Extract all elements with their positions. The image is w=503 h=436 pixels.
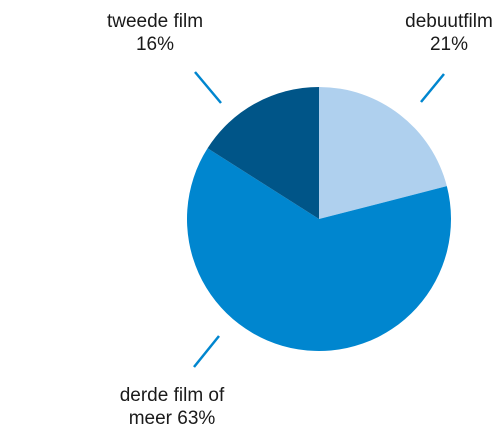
slice-label-0-line-0: debuutfilm [405,11,493,32]
leader-line-0 [420,73,445,103]
slice-label-2-line-0: tweede film [107,11,203,32]
pie-slice-0 [319,87,447,219]
leader-lines [193,71,445,368]
slice-label-1-line-0: derde film of [120,385,225,406]
leader-line-2 [194,71,222,104]
slice-label-0-line-1: 21% [430,34,468,55]
slice-label-0: debuutfilm 21% [405,11,493,55]
slice-label-2-line-1: 16% [136,34,174,55]
slice-label-2: tweede film 16% [107,11,203,55]
slice-label-1-line-1: meer 63% [129,408,216,429]
leader-line-1 [193,335,220,368]
pie-slice-1 [186,148,451,352]
slice-label-1: derde film of meer 63% [120,385,225,429]
pie-slice-2 [207,87,319,219]
slice-labels: debuutfilm 21% derde film of meer 63% tweede… [107,11,493,429]
pie-slices [186,87,451,352]
